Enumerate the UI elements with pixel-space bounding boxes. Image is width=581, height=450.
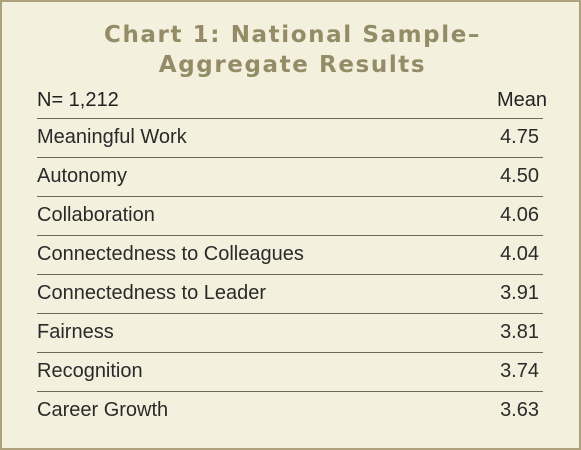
row-mean-value: 3.91	[500, 282, 539, 304]
sample-size-label: N= 1,212	[37, 89, 119, 111]
row-mean-value: 3.74	[500, 360, 539, 382]
row-label: Fairness	[37, 321, 114, 343]
row-mean-value: 4.50	[500, 165, 539, 187]
chart-title-line-2: Aggregate Results	[158, 52, 427, 78]
row-mean-value: 3.63	[500, 399, 539, 421]
mean-column-header: Mean	[496, 89, 547, 111]
table-row: Recognition 3.74	[37, 352, 543, 392]
table-row: Connectedness to Colleagues 4.04	[37, 235, 543, 275]
table-row: Career Growth 3.63	[37, 391, 543, 431]
row-mean-value: 4.04	[500, 243, 539, 265]
table-header: N= 1,212 Mean	[37, 87, 547, 119]
table-row: Fairness 3.81	[37, 313, 543, 353]
row-label: Collaboration	[37, 204, 155, 226]
row-mean-value: 4.06	[500, 204, 539, 226]
table-row: Autonomy 4.50	[37, 157, 543, 197]
row-mean-value: 4.75	[500, 126, 539, 148]
row-mean-value: 3.81	[500, 321, 539, 343]
row-label: Connectedness to Colleagues	[37, 243, 304, 265]
chart-title-line-1: Chart 1: National Sample–	[103, 22, 482, 48]
row-label: Autonomy	[37, 165, 128, 187]
table-row: Collaboration 4.06	[37, 196, 543, 236]
table-row: Meaningful Work 4.75	[37, 118, 543, 158]
row-label: Connectedness to Leader	[37, 282, 267, 304]
row-label: Career Growth	[37, 399, 169, 421]
table-row: Connectedness to Leader 3.91	[37, 274, 543, 314]
row-label: Recognition	[37, 360, 143, 382]
row-label: Meaningful Work	[37, 126, 187, 148]
